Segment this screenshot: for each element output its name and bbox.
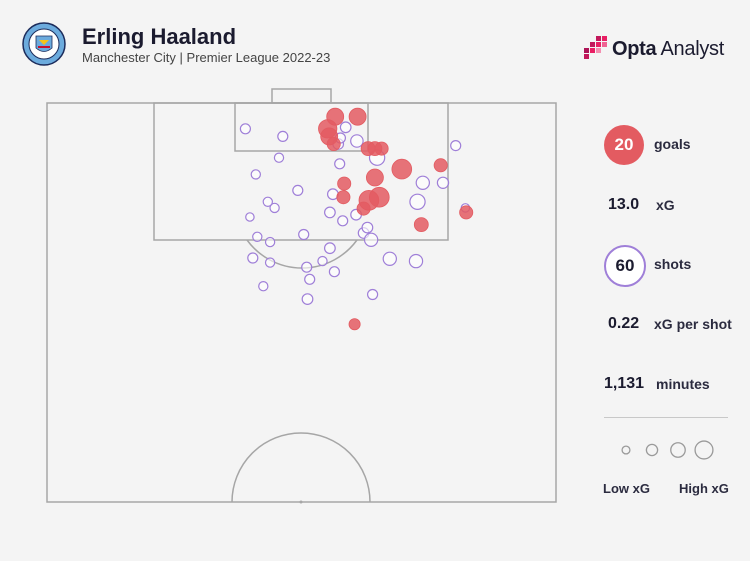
shot-miss-43	[367, 288, 379, 301]
shot-miss-51	[245, 212, 255, 222]
shot-goal-23	[433, 158, 448, 173]
header: Erling Haaland Manchester City | Premier…	[0, 0, 750, 80]
shot-goal-18	[336, 190, 351, 205]
shot-goal-44	[348, 318, 361, 331]
xg-per-shot-label: xG per shot	[654, 316, 732, 332]
goals-badge: 20	[604, 125, 644, 165]
shot-goal-1	[348, 107, 367, 126]
shot-miss-37	[292, 184, 304, 196]
shot-miss-33	[382, 251, 397, 266]
shot-miss-48	[250, 169, 261, 180]
penalty-arc	[246, 239, 358, 269]
shot-miss-47	[273, 152, 285, 163]
minutes-label: minutes	[656, 376, 710, 392]
shot-miss-31	[363, 232, 379, 247]
stat-xg-per-shot: 0.22 xG per shot	[600, 305, 750, 351]
opta-analyst-logo: Opta Analyst	[584, 34, 744, 66]
pitch-outline	[46, 102, 557, 503]
pitch-markings	[46, 88, 557, 503]
stat-xg: 13.0 xG	[600, 186, 750, 232]
xg-legend	[621, 440, 714, 460]
opta-logo-icon	[584, 36, 607, 59]
xg-value: 13.0	[608, 196, 640, 213]
legend-size-1	[645, 443, 659, 457]
shots-label: shots	[654, 256, 692, 272]
shot-miss-35	[324, 242, 336, 255]
shot-goal-58	[459, 205, 474, 220]
shot-miss-20	[409, 193, 426, 210]
legend-size-2	[670, 442, 686, 458]
shot-miss-42	[301, 293, 314, 306]
shots-badge: 60	[604, 245, 646, 287]
shot-miss-52	[252, 231, 263, 242]
legend-low-label: Low xG	[603, 481, 650, 496]
shot-miss-38	[298, 228, 310, 241]
shot-goal-13	[391, 158, 413, 180]
brand-name-rest: Analyst	[656, 38, 725, 60]
shot-miss-57	[450, 140, 462, 152]
shot-miss-7	[350, 134, 364, 148]
stats-divider	[604, 417, 728, 418]
xg-label: xG	[656, 197, 675, 213]
shot-miss-56	[258, 281, 269, 292]
stat-goals: 20 goals	[600, 125, 750, 171]
shot-goal-17	[356, 201, 371, 216]
legend-size-0	[621, 445, 631, 455]
shot-miss-24	[436, 176, 450, 189]
shot-miss-40	[317, 255, 328, 267]
shot-miss-50	[269, 202, 280, 214]
brand-name-bold: Opta	[612, 38, 657, 60]
shot-goal-11	[374, 141, 389, 156]
shot-goal-22	[413, 217, 429, 233]
manchester-city-crest-icon	[22, 22, 66, 66]
shot-miss-25	[334, 158, 346, 170]
centre-circle	[231, 432, 371, 503]
shot-goal-14	[365, 168, 384, 187]
centre-spot	[299, 500, 303, 504]
stat-shots: 60 shots	[600, 245, 750, 291]
shot-goal-19	[337, 176, 352, 191]
shot-goal-4	[326, 136, 341, 151]
shot-miss-55	[264, 257, 276, 268]
shot-miss-21	[415, 175, 430, 190]
stat-minutes: 1,131 minutes	[600, 365, 750, 411]
legend-high-label: High xG	[679, 481, 729, 496]
page-title: Erling Haaland	[82, 24, 237, 49]
shot-miss-34	[408, 253, 424, 269]
shots-layer	[239, 107, 474, 331]
goals-label: goals	[654, 136, 691, 152]
shot-miss-54	[247, 252, 259, 264]
legend-size-3	[694, 440, 714, 460]
shot-miss-36	[328, 266, 340, 278]
shot-miss-46	[239, 123, 251, 135]
page-subtitle: Manchester City | Premier League 2022-23	[82, 50, 331, 65]
shot-miss-45	[277, 130, 289, 142]
minutes-value: 1,131	[604, 375, 645, 392]
xg-per-shot-value: 0.22	[608, 315, 640, 332]
shot-miss-41	[304, 273, 316, 285]
shot-miss-28	[337, 215, 349, 227]
shot-miss-27	[324, 206, 336, 219]
shot-miss-5	[339, 121, 352, 134]
shot-miss-32	[361, 221, 374, 234]
shot-miss-49	[262, 196, 273, 207]
shot-miss-53	[264, 236, 276, 248]
shot-miss-39	[301, 261, 313, 273]
goal	[271, 88, 332, 104]
